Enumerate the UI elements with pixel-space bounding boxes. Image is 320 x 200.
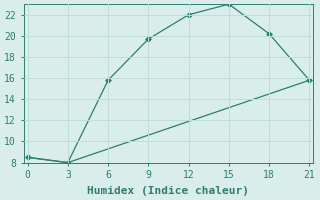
- X-axis label: Humidex (Indice chaleur): Humidex (Indice chaleur): [87, 186, 250, 196]
